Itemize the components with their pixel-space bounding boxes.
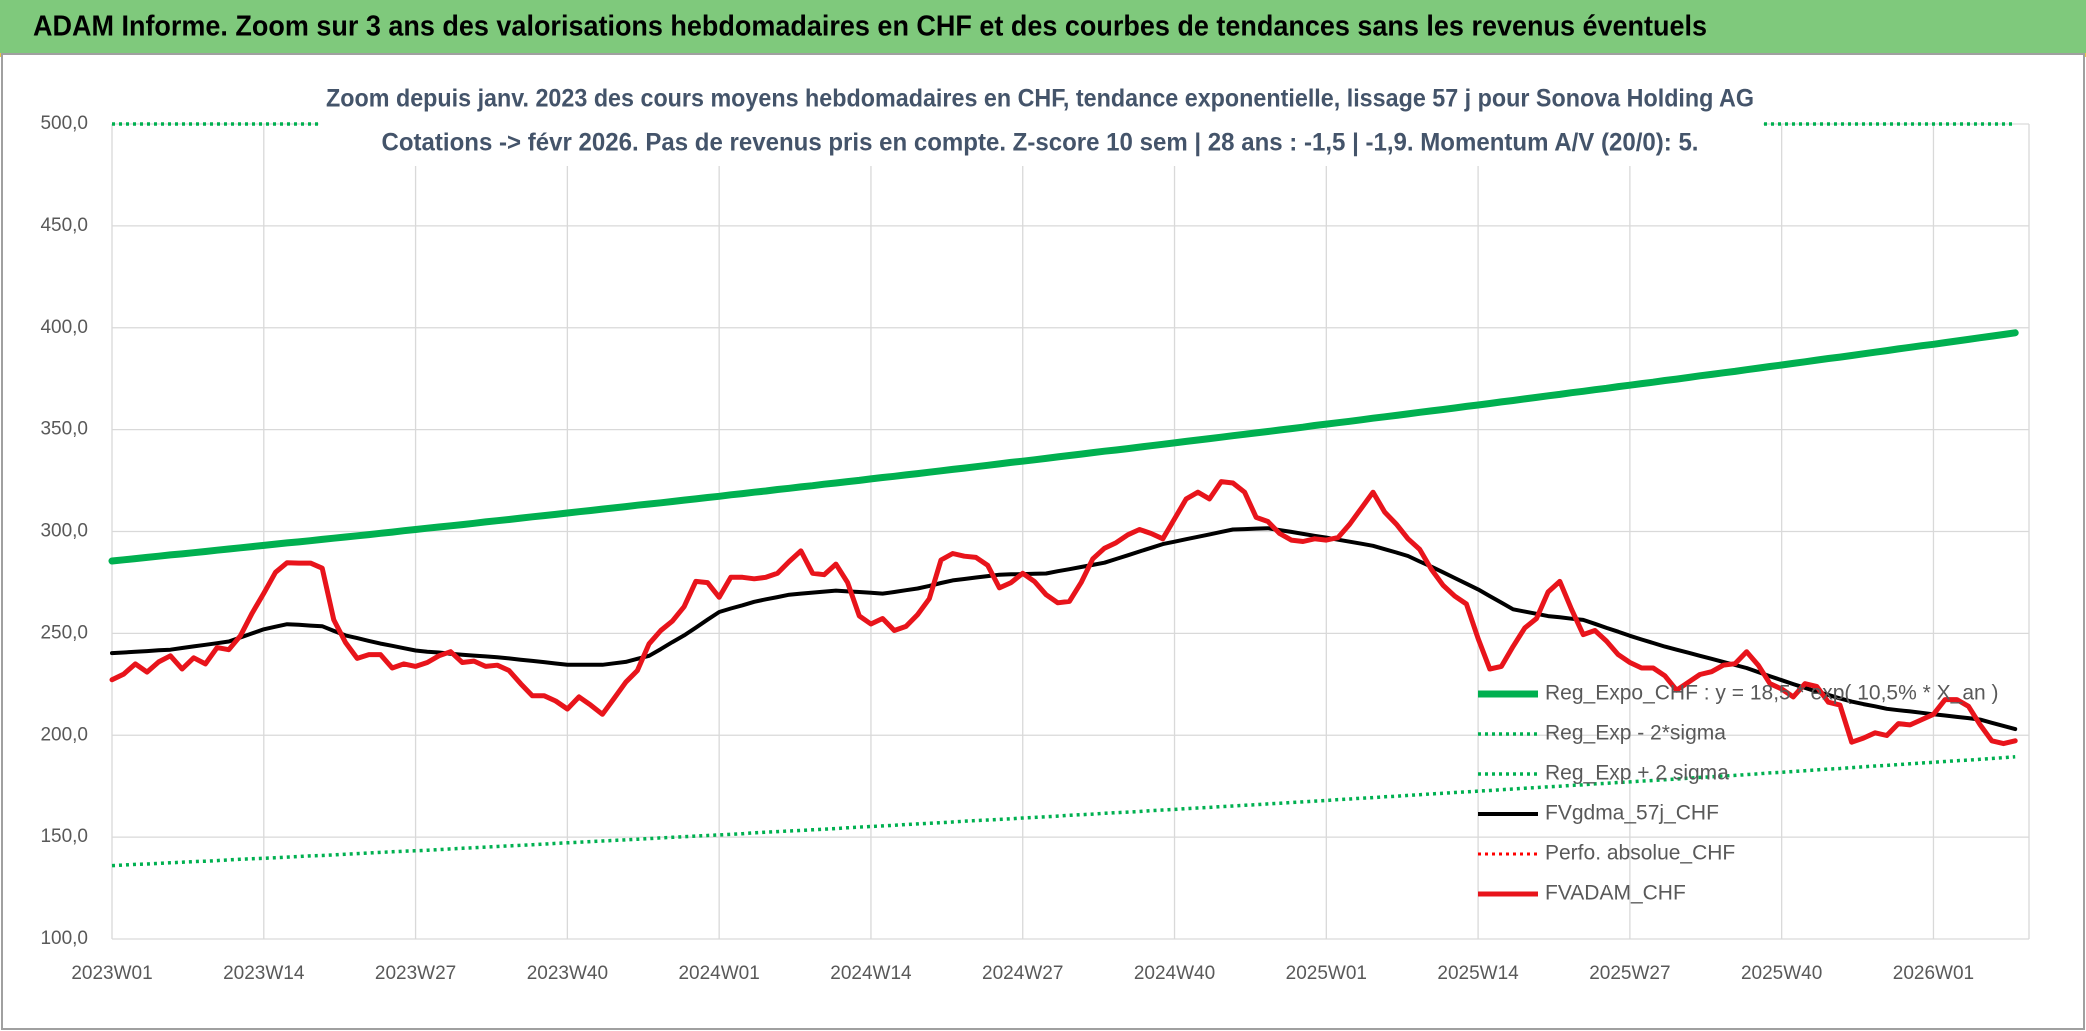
x-tick-label: 2024W27 — [982, 963, 1063, 984]
x-tick-label: 2025W01 — [1286, 963, 1367, 984]
x-tick-label: 2026W01 — [1893, 963, 1974, 984]
y-tick-label: 300,0 — [40, 521, 88, 542]
legend-label: Reg_Exp - 2*sigma — [1545, 722, 1726, 745]
y-tick-label: 100,0 — [40, 928, 88, 949]
y-tick-label: 250,0 — [40, 622, 88, 643]
x-tick-label: 2023W14 — [223, 963, 305, 984]
legend-label: Perfo. absolue_CHF — [1545, 842, 1735, 865]
series-line — [108, 329, 2019, 565]
y-tick-label: 500,0 — [40, 113, 88, 134]
x-tick-label: 2024W01 — [678, 963, 759, 984]
chart-subtitle: Cotations -> févr 2026. Pas de revenus p… — [382, 129, 1699, 157]
chart-title: Zoom depuis janv. 2023 des cours moyens … — [326, 85, 1754, 113]
series-line — [110, 526, 2018, 732]
x-tick-label: 2025W40 — [1741, 963, 1822, 984]
x-tick-label: 2023W27 — [375, 963, 456, 984]
y-tick-label: 150,0 — [40, 826, 88, 847]
y-tick-label: 450,0 — [40, 215, 88, 236]
x-tick-label: 2025W14 — [1437, 963, 1519, 984]
x-tick-label: 2025W27 — [1589, 963, 1670, 984]
x-tick-label: 2023W01 — [71, 963, 152, 984]
x-tick-label: 2023W40 — [527, 963, 608, 984]
x-tick-label: 2024W14 — [830, 963, 912, 984]
chart-frame — [1, 53, 2085, 1030]
y-tick-label: 200,0 — [40, 724, 88, 745]
y-tick-label: 350,0 — [40, 419, 88, 440]
title-box — [319, 80, 1763, 166]
legend-label: Reg_Expo_CHF : y = 18,5 * exp( 10,5% * X… — [1545, 682, 1999, 705]
series-line — [109, 479, 2018, 747]
y-tick-label: 400,0 — [40, 317, 88, 338]
x-tick-label: 2024W40 — [1134, 963, 1215, 984]
legend-label: Reg_Exp + 2 sigma — [1545, 762, 1729, 785]
header-bar — [0, 0, 2086, 53]
legend-label: FVgdma_57j_CHF — [1545, 802, 1719, 825]
page-title: ADAM Informe. Zoom sur 3 ans des valoris… — [33, 11, 1707, 43]
series-line — [111, 755, 2016, 868]
legend-label: FVADAM_CHF — [1545, 882, 1686, 905]
